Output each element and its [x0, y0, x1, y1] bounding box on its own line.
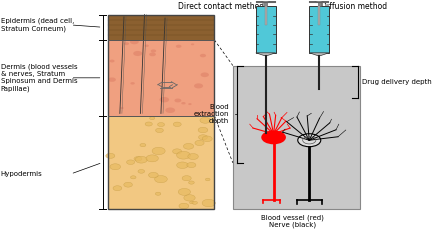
Bar [108, 15, 214, 40]
Circle shape [165, 107, 175, 113]
Circle shape [120, 107, 124, 109]
Text: Blood
extraction
depth: Blood extraction depth [193, 104, 229, 124]
Text: Drug delivery depth: Drug delivery depth [362, 79, 432, 85]
Circle shape [173, 122, 181, 127]
Bar [233, 65, 360, 209]
Circle shape [124, 42, 129, 45]
Circle shape [194, 83, 203, 89]
Bar [108, 15, 214, 209]
Text: Direct contact method: Direct contact method [178, 2, 264, 11]
Circle shape [183, 144, 194, 149]
Circle shape [131, 176, 136, 179]
Circle shape [146, 155, 158, 162]
Circle shape [155, 176, 167, 183]
Circle shape [155, 192, 161, 195]
Circle shape [108, 77, 116, 82]
Circle shape [198, 127, 208, 133]
Circle shape [110, 164, 120, 170]
Circle shape [184, 195, 195, 201]
Circle shape [202, 136, 212, 142]
Bar [108, 116, 214, 209]
Circle shape [190, 201, 194, 204]
Circle shape [124, 182, 132, 187]
Circle shape [152, 147, 165, 155]
Circle shape [145, 45, 149, 47]
Bar [318, 7, 320, 25]
Bar [265, 7, 267, 25]
Circle shape [160, 97, 169, 102]
Circle shape [261, 130, 286, 144]
Circle shape [182, 176, 191, 181]
Circle shape [135, 156, 147, 163]
Circle shape [151, 49, 156, 52]
Circle shape [149, 172, 158, 178]
Circle shape [298, 134, 321, 147]
Bar [318, 2, 321, 7]
Circle shape [131, 82, 135, 85]
Text: Diffusion method: Diffusion method [321, 2, 387, 11]
Circle shape [157, 123, 164, 127]
Circle shape [200, 117, 210, 123]
Circle shape [187, 162, 196, 168]
Circle shape [179, 203, 189, 209]
Polygon shape [256, 53, 276, 56]
Circle shape [109, 60, 115, 62]
Circle shape [192, 201, 198, 204]
Circle shape [138, 169, 145, 173]
Circle shape [140, 144, 146, 147]
Circle shape [176, 151, 191, 159]
Circle shape [200, 54, 206, 57]
Bar [108, 40, 214, 116]
Polygon shape [309, 53, 329, 56]
Circle shape [127, 160, 135, 164]
Circle shape [188, 103, 192, 105]
Text: Dermis (blood vessels
& nerves, Stratum
Spinosum and Dermis
Papillae): Dermis (blood vessels & nerves, Stratum … [1, 64, 77, 92]
Circle shape [188, 154, 198, 160]
Bar [309, 7, 329, 53]
Circle shape [261, 0, 271, 2]
Circle shape [172, 149, 182, 154]
Circle shape [314, 0, 324, 2]
Circle shape [149, 117, 155, 120]
Bar [256, 7, 276, 53]
Circle shape [178, 188, 191, 195]
Circle shape [175, 99, 181, 103]
Circle shape [189, 181, 194, 184]
Circle shape [177, 162, 188, 168]
Circle shape [202, 199, 215, 207]
Circle shape [176, 45, 182, 48]
Circle shape [195, 140, 204, 146]
Text: Epidermis (dead cell,
Stratum Corneum): Epidermis (dead cell, Stratum Corneum) [1, 18, 74, 32]
Circle shape [145, 122, 152, 126]
Circle shape [181, 102, 186, 104]
Circle shape [156, 128, 163, 133]
Circle shape [130, 39, 139, 44]
Text: Nerve (black): Nerve (black) [269, 222, 316, 228]
Text: Blood vessel (red): Blood vessel (red) [261, 215, 324, 221]
Circle shape [198, 135, 207, 140]
Circle shape [206, 178, 210, 181]
Text: Hypodermis: Hypodermis [1, 171, 42, 177]
Circle shape [113, 186, 122, 191]
Circle shape [149, 52, 156, 56]
Circle shape [133, 51, 142, 56]
Circle shape [134, 157, 142, 161]
Circle shape [201, 72, 209, 77]
Circle shape [191, 43, 194, 45]
Circle shape [106, 153, 115, 158]
Bar [264, 2, 267, 7]
